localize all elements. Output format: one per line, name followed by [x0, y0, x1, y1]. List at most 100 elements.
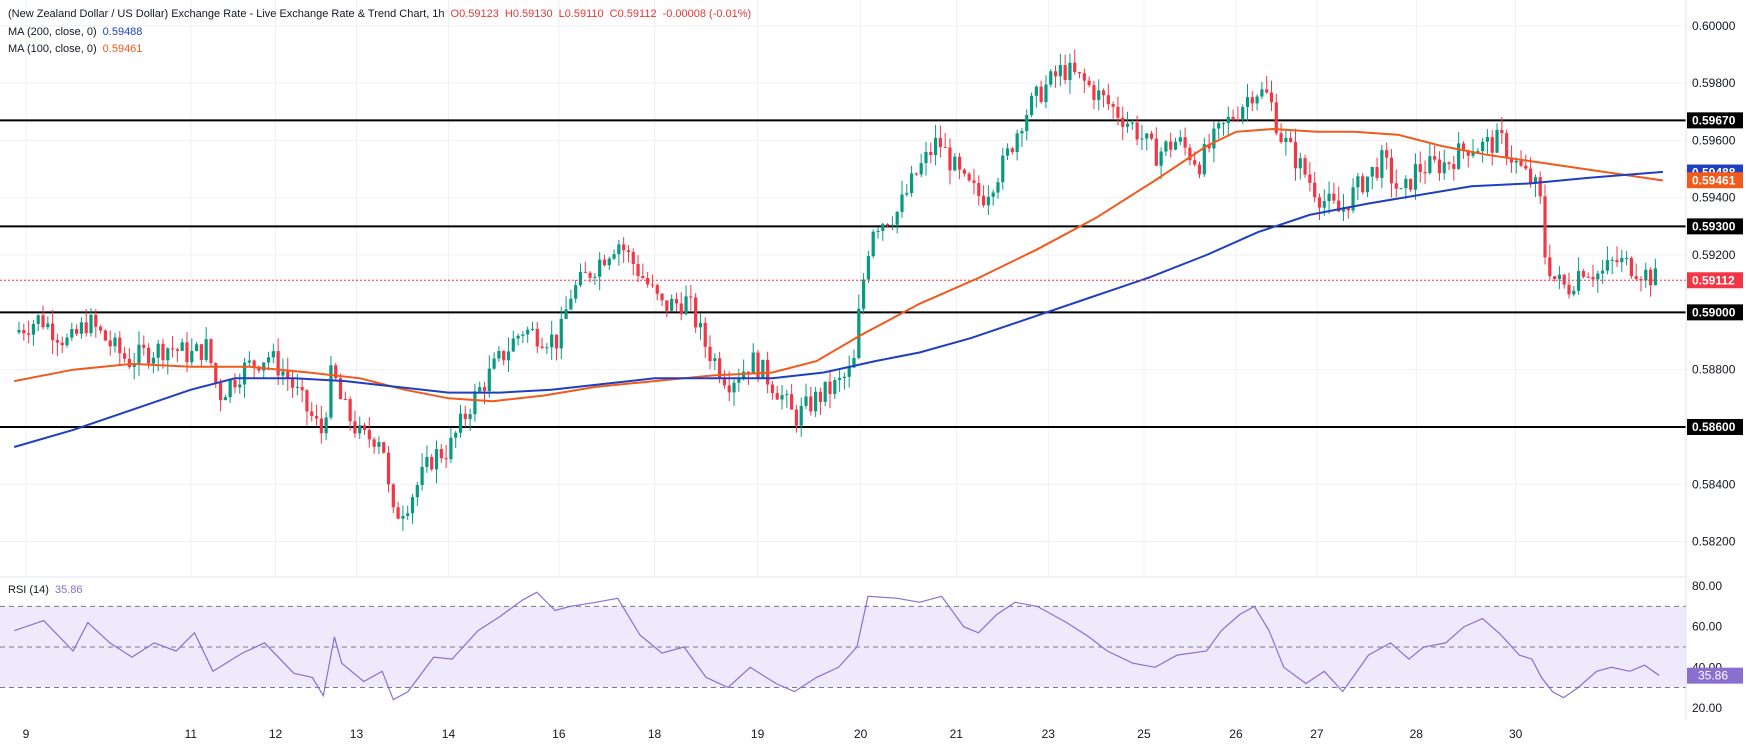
candle-body [1601, 270, 1605, 274]
candle-body [1169, 141, 1173, 150]
legend-rsi-row[interactable]: RSI (14) 35.86 [8, 584, 89, 596]
candle-body [1648, 269, 1653, 286]
candle-body [463, 413, 467, 419]
candle-body [588, 272, 592, 278]
candle-body [1385, 150, 1389, 158]
candle-body [410, 497, 415, 514]
candle-body [1159, 151, 1163, 166]
candle-body [890, 224, 894, 226]
candle-body [1197, 164, 1202, 175]
candle-body [1466, 150, 1470, 156]
candle-body [780, 395, 784, 400]
candle-body [967, 173, 971, 181]
price-badges: 0.596700.593000.590000.586000.594880.594… [1687, 112, 1743, 435]
horizontal-levels[interactable] [0, 119, 1686, 428]
candle-body [156, 343, 160, 358]
candle-body [1461, 143, 1466, 151]
ohlc-high: H0.59130 [504, 8, 553, 20]
candle-body [367, 429, 371, 440]
candle-body [1097, 90, 1101, 100]
candle-body [804, 396, 808, 406]
candle-body [1341, 207, 1346, 212]
y-tick-label: 0.59600 [1692, 133, 1736, 147]
candle-body [799, 405, 803, 426]
candle-body [343, 399, 347, 401]
candle-body [1538, 177, 1542, 197]
candle-body [290, 378, 295, 388]
candle-body [146, 347, 151, 364]
candle-body [559, 318, 563, 349]
candle-body [1260, 89, 1264, 97]
candle-body [1361, 176, 1365, 193]
candle-body [929, 151, 933, 156]
candle-body [1236, 119, 1240, 121]
ma100-label: MA (100, close, 0) [8, 43, 97, 55]
rsi-pane[interactable] [0, 591, 1686, 701]
price-pane[interactable] [0, 0, 1686, 576]
candle-body [1293, 141, 1298, 169]
candle-body [1629, 257, 1633, 277]
candle-body [1073, 62, 1077, 73]
candle-body [468, 414, 472, 419]
candle-body [1183, 137, 1187, 148]
candle-body [1010, 148, 1014, 153]
candle-body [1101, 90, 1106, 96]
candle-body [622, 244, 626, 251]
legend-ma100-row[interactable]: MA (100, close, 0) 0.59461 [8, 43, 148, 55]
candle-body [679, 303, 683, 315]
candle-body [1217, 123, 1221, 129]
candle-body [1495, 129, 1499, 153]
candle-body [444, 458, 448, 460]
candle-body [962, 169, 966, 174]
candle-body [732, 382, 736, 393]
legend-ma200-row[interactable]: MA (200, close, 0) 0.59488 [8, 26, 148, 38]
candle-body [828, 381, 832, 395]
candle-body [583, 271, 587, 273]
candle-body [99, 326, 103, 331]
candle-body [1399, 188, 1403, 190]
candle-body [185, 342, 189, 363]
candle-body [1380, 150, 1384, 178]
candle-body [761, 359, 765, 378]
ohlc-change: -0.00008 (-0.01%) [662, 8, 752, 20]
price-pane-background [0, 0, 1686, 576]
candle-body [1082, 73, 1086, 81]
candle-body [1044, 84, 1048, 102]
candle-body [530, 328, 535, 330]
candle-body [497, 351, 501, 359]
candle-body [684, 296, 688, 315]
candle-body [362, 425, 367, 430]
candle-body [334, 365, 338, 379]
candle-body [79, 322, 84, 334]
x-tick-label: 20 [854, 727, 868, 741]
candle-body [847, 367, 851, 377]
candle-body [933, 137, 938, 156]
rsi-guide-lines [0, 605, 1686, 689]
candle-body [1173, 141, 1178, 150]
candle-body [137, 344, 141, 364]
candle-body [190, 350, 194, 363]
candle-body [641, 276, 645, 278]
time-axis[interactable]: 9 11 12 13 14 16 18 19 20 21 23 25 26 27 28 30 [23, 727, 1523, 741]
candle-body [631, 252, 635, 265]
candle-body [617, 244, 621, 255]
candle-body [1317, 197, 1322, 208]
candle-body [329, 365, 333, 418]
candle-body [569, 298, 573, 310]
candle-body [689, 296, 693, 298]
candle-body [238, 384, 242, 388]
candle-body [593, 276, 597, 278]
candle-body [300, 386, 304, 391]
y-tick-label: 0.58800 [1692, 363, 1736, 377]
candle-body [823, 381, 827, 402]
candle-body [31, 323, 36, 335]
candle-body [526, 329, 530, 335]
y-tick-label: 0.59800 [1692, 76, 1736, 90]
candle-body [434, 449, 439, 470]
candle-body [276, 351, 280, 376]
candle-body [1337, 200, 1341, 212]
candle-body [876, 230, 880, 232]
candle-body [1087, 80, 1091, 86]
candle-body [180, 342, 184, 351]
